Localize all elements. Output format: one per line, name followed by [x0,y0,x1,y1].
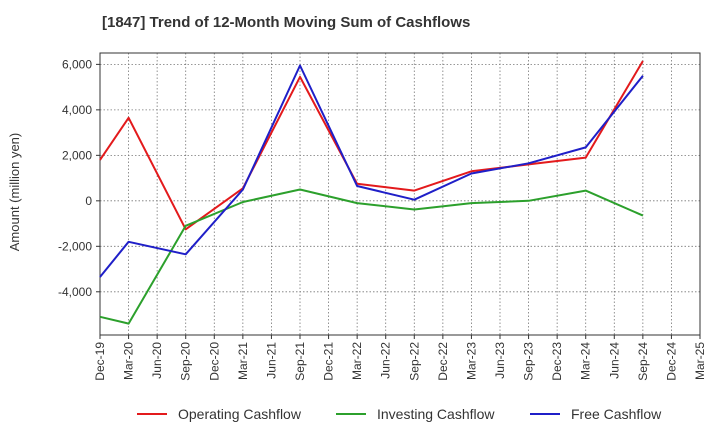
plot-area [99,52,701,336]
legend-label: Operating Cashflow [178,406,302,422]
x-tick-label: Sep-23 [522,342,536,381]
x-tick-label: Dec-19 [93,342,107,381]
x-tick-label: Sep-20 [179,342,193,381]
x-tick-label: Sep-22 [407,342,421,381]
x-tick-label: Jun-24 [607,342,621,379]
y-tick-label: -4,000 [58,285,92,299]
x-tick-label: Sep-21 [293,342,307,381]
legend-label: Investing Cashflow [377,406,495,422]
y-tick-label: -2,000 [58,239,92,253]
x-tick-label: Dec-22 [436,342,450,381]
x-tick-label: Dec-20 [207,342,221,381]
legend-label: Free Cashflow [571,406,662,422]
x-tick-label: Dec-24 [664,342,678,381]
y-axis: 6,000 4,000 2,000 0 -2,000 -4,000 [58,57,100,299]
grid-lines [100,53,700,335]
legend: Operating Cashflow Investing Cashflow Free… [137,406,662,422]
x-tick-label: Jun-23 [493,342,507,379]
series-line [99,188,644,325]
x-tick-label: Mar-21 [236,342,250,380]
x-tick-label: Mar-25 [693,342,707,380]
series-line [99,64,644,278]
y-tick-label: 2,000 [62,148,92,162]
x-tick-label: Jun-20 [150,342,164,379]
x-tick-label: Dec-21 [322,342,336,381]
y-axis-label: Amount (million yen) [7,133,22,252]
x-tick-label: Mar-20 [122,342,136,380]
chart-title: [1847] Trend of 12-Month Moving Sum of C… [102,14,471,31]
y-tick-label: 4,000 [62,103,92,117]
x-tick-label: Jun-22 [379,342,393,379]
x-tick-label: Sep-24 [636,342,650,381]
x-tick-label: Jun-21 [264,342,278,379]
x-axis: Dec-19 Mar-20 Jun-20 Sep-20 Dec-20 Mar-21 Jun-… [93,335,707,381]
series-lines [99,60,644,325]
y-tick-label: 0 [85,194,92,208]
x-tick-label: Mar-23 [464,342,478,380]
x-tick-label: Dec-23 [550,342,564,381]
y-tick-label: 6,000 [62,57,92,71]
x-tick-label: Mar-22 [350,342,364,380]
x-tick-label: Mar-24 [579,342,593,380]
